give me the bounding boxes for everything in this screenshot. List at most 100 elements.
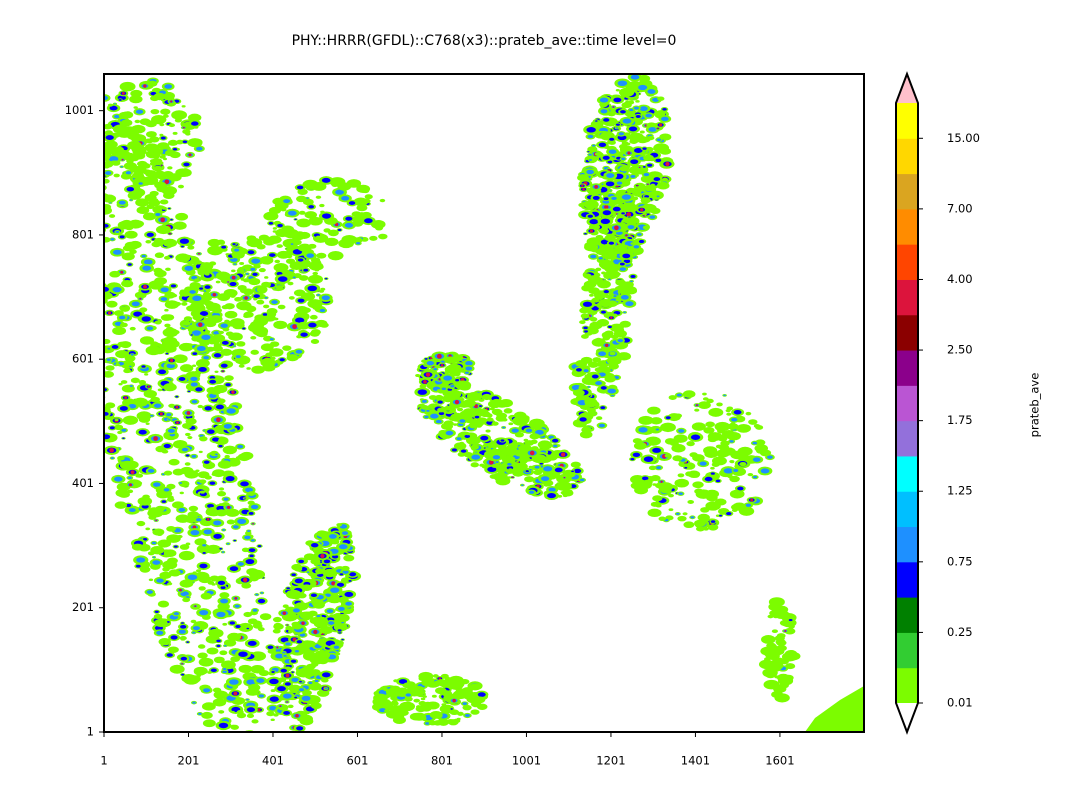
field-cell: [311, 339, 319, 344]
field-cell: [655, 159, 661, 162]
field-cell: [246, 238, 262, 247]
field-cell: [601, 311, 606, 314]
field-cell: [154, 614, 163, 619]
field-cell: [183, 140, 188, 143]
field-cell: [761, 635, 776, 644]
field-cell: [106, 135, 114, 140]
field-cell: [619, 88, 634, 97]
field-cell: [170, 359, 173, 362]
field-cell: [130, 199, 132, 200]
field-cell: [199, 287, 203, 289]
field-cell: [250, 336, 256, 340]
field-cell: [131, 470, 135, 474]
field-cell: [427, 361, 434, 365]
field-cell: [169, 233, 171, 235]
field-cell: [108, 311, 111, 314]
colorbar-label: prateb_ave: [1028, 373, 1042, 438]
field-cell: [384, 709, 389, 712]
field-cell: [328, 621, 334, 625]
field-cell: [129, 483, 132, 486]
field-cell: [236, 341, 245, 347]
field-cell: [363, 199, 371, 204]
field-cell: [296, 726, 303, 730]
field-cell: [139, 298, 141, 300]
field-cell: [636, 115, 641, 118]
field-cell: [269, 253, 275, 257]
field-cell: [322, 672, 331, 677]
field-cell: [308, 244, 316, 249]
field-cell: [708, 524, 719, 530]
field-cell: [716, 402, 723, 406]
field-cell: [238, 562, 244, 566]
field-cell: [340, 573, 344, 575]
field-cell: [194, 278, 199, 281]
field-cell: [720, 440, 729, 446]
field-cell: [125, 242, 137, 249]
field-cell: [317, 294, 320, 296]
field-cell: [224, 645, 227, 647]
field-cell: [150, 546, 164, 554]
field-cell: [320, 554, 324, 558]
field-cell: [131, 378, 140, 383]
field-cell: [74, 281, 90, 290]
field-cell: [471, 455, 480, 460]
field-cell: [196, 147, 203, 151]
field-cell: [579, 320, 585, 324]
field-cell: [601, 219, 610, 224]
field-cell: [234, 739, 243, 744]
field-cell: [637, 233, 642, 236]
field-cell: [157, 142, 169, 149]
field-cell: [607, 300, 618, 307]
field-cell: [246, 699, 249, 701]
field-cell: [194, 605, 196, 607]
field-cell: [215, 454, 218, 456]
field-cell: [543, 466, 552, 471]
field-cell: [89, 287, 103, 295]
field-cell: [119, 99, 122, 101]
field-cell: [607, 254, 616, 259]
field-cell: [270, 341, 279, 347]
field-cell: [153, 166, 162, 172]
field-cell: [587, 135, 593, 138]
field-cell: [92, 284, 100, 289]
field-cell: [422, 400, 427, 403]
field-cell: [164, 314, 175, 320]
field-cell: [708, 408, 723, 417]
field-cell: [273, 623, 283, 629]
field-cell: [308, 323, 316, 328]
field-cell: [184, 470, 198, 478]
field-cell: [246, 306, 257, 312]
field-cell: [465, 366, 472, 370]
field-cell: [171, 110, 187, 119]
field-cell: [87, 148, 92, 151]
field-cell: [93, 195, 102, 200]
field-cell: [251, 719, 258, 723]
field-cell: [255, 594, 258, 596]
field-cell: [596, 338, 601, 341]
field-cell: [413, 689, 424, 696]
field-cell: [223, 668, 227, 670]
field-cell: [647, 184, 649, 186]
field-cell: [288, 705, 294, 709]
field-cell: [615, 244, 628, 252]
field-cell: [82, 118, 95, 126]
precip-field: [66, 73, 864, 746]
field-cell: [326, 239, 336, 245]
field-cell: [578, 203, 585, 207]
field-cell: [621, 212, 625, 214]
field-cell: [603, 156, 610, 160]
field-cell: [470, 683, 481, 690]
field-cell: [185, 462, 191, 466]
field-cell: [87, 286, 94, 290]
field-cell: [294, 219, 297, 220]
field-cell: [216, 612, 225, 617]
field-cell: [285, 642, 291, 645]
field-cell: [593, 196, 600, 200]
field-cell: [716, 445, 723, 449]
field-cell: [129, 366, 131, 367]
field-cell: [328, 251, 344, 260]
field-cell: [636, 185, 637, 186]
field-cell: [686, 441, 694, 446]
field-cell: [648, 127, 656, 132]
field-cell: [163, 239, 177, 247]
